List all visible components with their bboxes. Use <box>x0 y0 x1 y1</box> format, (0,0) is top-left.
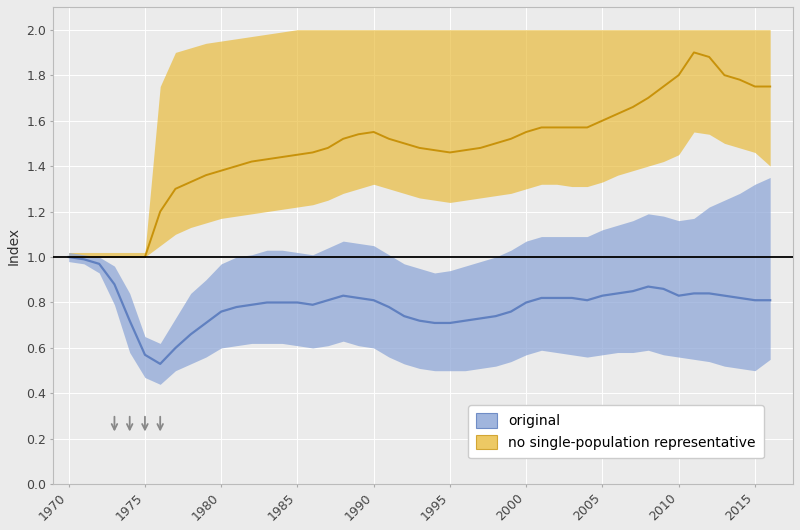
Y-axis label: Index: Index <box>7 227 21 264</box>
Legend: original, no single-population representative: original, no single-population represent… <box>468 405 764 458</box>
